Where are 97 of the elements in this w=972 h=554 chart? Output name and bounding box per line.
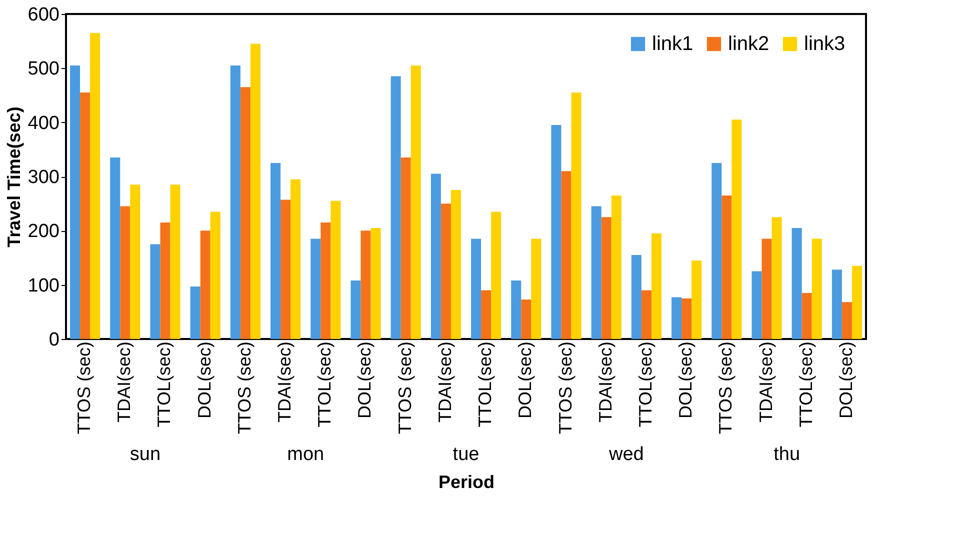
bar (641, 290, 652, 339)
x-tick-label: TTOS (sec) (716, 342, 736, 434)
x-tick-label: TDAI(sec) (595, 342, 616, 422)
x-tick-label: TTOS (sec) (234, 342, 254, 434)
bar (350, 280, 361, 339)
bar (732, 120, 742, 339)
bar (430, 174, 441, 339)
bar (692, 260, 702, 339)
bar (120, 206, 130, 339)
text: sun (130, 444, 161, 465)
y-tick-label: 0 (48, 330, 60, 350)
y-tick-label: 600 (28, 4, 60, 26)
bar (832, 270, 842, 339)
bar (330, 200, 341, 339)
x-tick-label: DOL(sec) (515, 342, 536, 419)
text: thu (774, 444, 800, 465)
bar (812, 238, 822, 339)
bar (551, 125, 562, 339)
bar (491, 212, 502, 339)
bar (410, 65, 421, 339)
bar (762, 238, 772, 339)
bar (400, 158, 411, 339)
bar (70, 65, 80, 339)
bar (561, 171, 572, 339)
bar (320, 222, 331, 339)
bar (110, 158, 120, 339)
text: tue (452, 444, 480, 465)
bar (230, 65, 240, 339)
bar (631, 255, 642, 339)
bar (752, 271, 762, 339)
bar (310, 238, 321, 339)
bar (150, 244, 160, 339)
y-tick-label: 400 (28, 112, 60, 134)
bar (531, 238, 542, 339)
x-axis-title: Period (438, 472, 495, 492)
bar (471, 238, 482, 339)
bar (571, 92, 582, 339)
bar (852, 266, 862, 339)
bar (511, 280, 522, 339)
y-tick-label: 200 (28, 221, 60, 242)
bar (591, 206, 602, 339)
bar (772, 217, 782, 339)
bar (130, 184, 140, 339)
bar (682, 298, 692, 339)
x-tick-label: DOL(sec) (836, 342, 856, 419)
bar (290, 179, 301, 339)
x-tick-label: TDAI(sec) (274, 342, 295, 422)
bar (450, 190, 461, 339)
bar (360, 230, 371, 339)
bar (190, 286, 200, 339)
x-tick-label: TTOS (sec) (555, 342, 576, 434)
bar (270, 162, 281, 339)
legend-label: link3 (804, 33, 846, 55)
x-tick-label: TTOL(sec) (796, 342, 816, 428)
bar (250, 44, 260, 339)
bar (170, 184, 180, 339)
bar (651, 233, 662, 339)
x-tick-label: TTOL(sec) (154, 342, 174, 428)
x-tick-label: TDAI(sec) (434, 342, 455, 422)
bar (842, 302, 852, 339)
legend-label: link1 (652, 33, 694, 55)
x-tick-label: TTOL(sec) (635, 342, 656, 428)
bar (672, 297, 682, 339)
x-tick-label: DOL(sec) (194, 342, 214, 419)
bar (90, 32, 100, 339)
y-tick-label: 100 (28, 275, 60, 296)
bar (210, 212, 220, 339)
x-tick-label: TTOL(sec) (475, 342, 496, 428)
text: wed (608, 444, 644, 465)
text: mon (287, 444, 324, 465)
bar (80, 92, 90, 339)
bar (200, 230, 210, 339)
x-tick-label: TDAI(sec) (756, 342, 776, 422)
bar (611, 195, 622, 339)
x-tick-label: TDAI(sec) (114, 342, 134, 422)
bar (722, 195, 732, 339)
x-tick-label: TTOS (sec) (74, 342, 94, 434)
bar (240, 87, 250, 339)
bar (802, 292, 812, 339)
bar (792, 228, 802, 339)
x-tick-label: TTOS (sec) (394, 342, 415, 434)
bar (160, 222, 170, 339)
bar (601, 217, 612, 339)
y-axis-title: Travel Time(sec) (4, 106, 24, 248)
y-tick-label: 300 (28, 167, 60, 188)
bar (481, 290, 492, 339)
bar (280, 200, 291, 339)
bar (712, 162, 722, 339)
x-tick-label: DOL(sec) (354, 342, 375, 419)
legend-label: link2 (728, 33, 770, 55)
bar (390, 76, 401, 339)
x-tick-label: DOL(sec) (676, 342, 696, 419)
bar (370, 228, 381, 339)
bar (521, 299, 532, 339)
y-tick-label: 500 (28, 58, 60, 80)
bar (440, 204, 451, 339)
x-tick-label: TTOL(sec) (314, 342, 335, 428)
